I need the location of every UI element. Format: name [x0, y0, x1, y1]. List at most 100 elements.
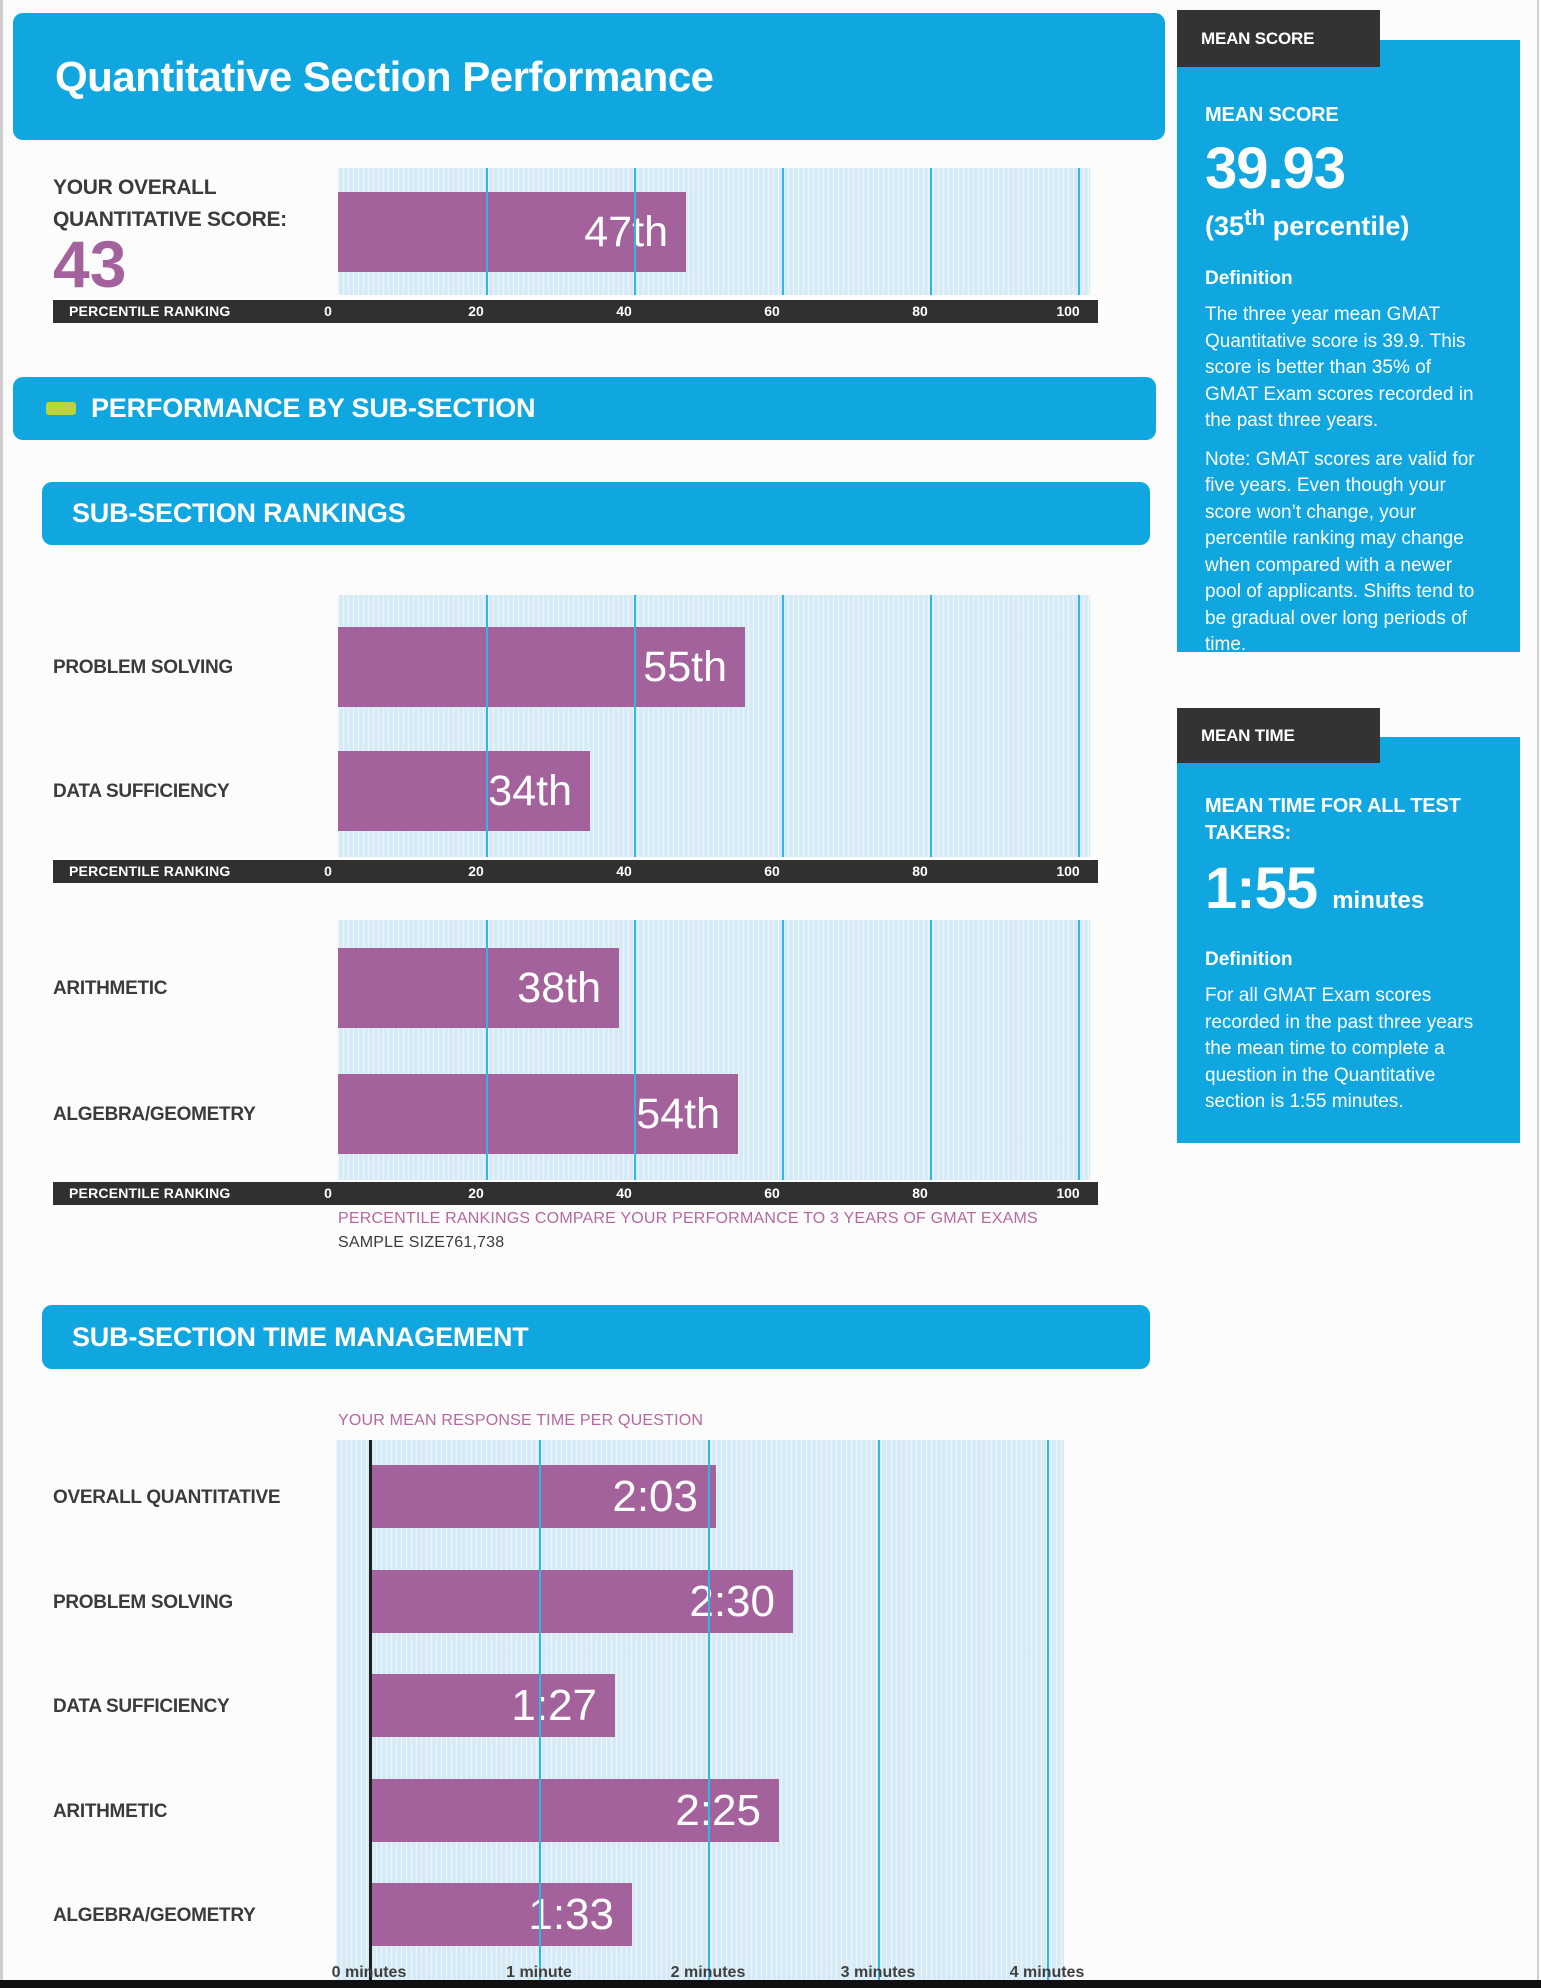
mean-score-tab[interactable]: MEAN SCORE [1177, 10, 1380, 67]
mean-time-heading: MEAN TIME FOR ALL TEST TAKERS: [1205, 795, 1461, 844]
gridline [539, 1440, 541, 1981]
row-label-arithmetic-time: ARITHMETIC [53, 1801, 168, 1822]
section-title-rankings: SUB-SECTION RANKINGS [72, 498, 406, 528]
mean-score-tab-label: MEAN SCORE [1201, 28, 1315, 48]
data-sufficiency-time-bar: 1:27 [369, 1674, 615, 1737]
bar-value-label: 38th [517, 964, 601, 1012]
percentile-axis-ribbon-1: PERCENTILE RANKING 0 20 40 60 80 100 [53, 300, 1098, 323]
row-label-data-sufficiency-time: DATA SUFFICIENCY [53, 1696, 230, 1717]
bar-value-label: 47th [584, 208, 668, 256]
gridline [634, 595, 636, 857]
axis-tick: 20 [468, 303, 484, 319]
row-label-overall-quantitative: OVERALL QUANTITATIVE [53, 1487, 281, 1508]
page-border-left [0, 0, 3, 1981]
bar-value-label: 34th [488, 767, 572, 815]
axis-tick: 0 [324, 863, 332, 879]
axis-tick: 0 [324, 1185, 332, 1201]
bar-value-label: 2:30 [689, 1577, 775, 1626]
axis-tick: 100 [1056, 863, 1080, 879]
overall-percentile-bar: 47th [338, 192, 686, 272]
axis-tick: 40 [616, 863, 632, 879]
collapse-dash-icon[interactable] [46, 402, 76, 415]
mean-score-heading: MEAN SCORE [1205, 104, 1339, 126]
bar-value-label: 55th [643, 643, 727, 691]
axis-tick: 100 [1056, 303, 1080, 319]
axis-tick: 60 [764, 303, 780, 319]
axis-tick: 20 [468, 1185, 484, 1201]
bar-value-label: 1:27 [511, 1681, 597, 1730]
mean-score-value: 39.93 [1205, 136, 1346, 201]
axis-tick: 80 [912, 303, 928, 319]
gridline [634, 168, 636, 295]
arithmetic-time-bar: 2:25 [369, 1779, 779, 1842]
mean-score-percentile: (35th percentile) [1205, 205, 1410, 241]
percentile-axis-ribbon-2: PERCENTILE RANKING 0 20 40 60 80 100 [53, 860, 1098, 883]
arithmetic-bar: 38th [338, 948, 619, 1028]
gridline [1047, 1440, 1049, 1981]
gridline [486, 920, 488, 1180]
gridline [930, 168, 932, 295]
time-axis-tick: 2 minutes [670, 1964, 746, 1981]
gridline [1078, 595, 1080, 857]
rankings-section-banner: SUB-SECTION RANKINGS [42, 482, 1150, 545]
mean-time-tab-label: MEAN TIME [1201, 725, 1295, 745]
axis-tick: 0 [324, 303, 332, 319]
mean-time-tab[interactable]: MEAN TIME [1177, 708, 1380, 763]
sample-size-note: SAMPLE SIZE761,738 [338, 1234, 505, 1251]
bar-value-label: 1:33 [528, 1890, 614, 1939]
row-label-arithmetic: ARITHMETIC [53, 978, 168, 999]
mean-score-definition-2: Note: GMAT scores are valid for five yea… [1205, 448, 1475, 656]
gridline [486, 595, 488, 857]
section-title-time: SUB-SECTION TIME MANAGEMENT [72, 1321, 529, 1352]
gridline [1078, 920, 1080, 1180]
definition-label: Definition [1205, 949, 1293, 970]
zero-axis-line [369, 1440, 372, 1981]
page-border-bottom [0, 1980, 1541, 1988]
performance-section-banner[interactable]: PERFORMANCE BY SUB-SECTION [13, 377, 1156, 440]
gridline [782, 168, 784, 295]
gridline [930, 920, 932, 1180]
mean-time-definition: For all GMAT Exam scores recorded in the… [1205, 985, 1474, 1112]
row-label-problem-solving: PROBLEM SOLVING [53, 657, 233, 678]
algebra-geometry-bar: 54th [338, 1074, 738, 1154]
mean-time-value: 1:55 minutes [1205, 856, 1425, 921]
gridline [782, 595, 784, 857]
gridline [782, 920, 784, 1180]
gridline [930, 595, 932, 857]
gridline [634, 920, 636, 1180]
axis-tick: 80 [912, 1185, 928, 1201]
axis-tick: 20 [468, 863, 484, 879]
row-label-algebra-geometry: ALGEBRA/GEOMETRY [53, 1104, 256, 1125]
overall-score-label: YOUR OVERALL QUANTITATIVE SCORE: [53, 176, 287, 231]
axis-title: PERCENTILE RANKING [69, 863, 231, 879]
time-axis-tick: 0 minutes [331, 1964, 407, 1981]
rankings-chart-2: 38th 54th [338, 920, 1090, 1180]
problem-solving-time-bar: 2:30 [369, 1570, 793, 1633]
mean-score-definition-1: The three year mean GMAT Quantitative sc… [1205, 304, 1474, 431]
axis-title: PERCENTILE RANKING [69, 1185, 231, 1201]
header-banner: Quantitative Section Performance [13, 13, 1165, 140]
time-axis-tick: 4 minutes [1009, 1964, 1085, 1981]
problem-solving-bar: 55th [338, 627, 745, 707]
bar-value-label: 2:25 [675, 1786, 761, 1835]
page-title: Quantitative Section Performance [55, 52, 714, 100]
page-border-right [1537, 0, 1539, 1981]
row-label-algebra-geometry-time: ALGEBRA/GEOMETRY [53, 1905, 256, 1926]
axis-tick: 80 [912, 863, 928, 879]
gridline [708, 1440, 710, 1981]
percentile-axis-ribbon-3: PERCENTILE RANKING 0 20 40 60 80 100 [53, 1182, 1098, 1205]
axis-tick: 40 [616, 1185, 632, 1201]
gridline [1078, 168, 1080, 295]
axis-tick: 60 [764, 1185, 780, 1201]
rankings-chart-1: 55th 34th [338, 595, 1090, 857]
axis-tick: 100 [1056, 1185, 1080, 1201]
bar-value-label: 54th [636, 1090, 720, 1138]
time-section-banner: SUB-SECTION TIME MANAGEMENT [42, 1305, 1150, 1369]
mean-score-panel: MEAN SCORE 39.93 (35th percentile) Defin… [1177, 40, 1520, 655]
time-chart-title: YOUR MEAN RESPONSE TIME PER QUESTION [338, 1412, 704, 1429]
data-sufficiency-bar: 34th [338, 751, 590, 831]
time-axis-tick: 1 minute [506, 1964, 572, 1981]
row-label-data-sufficiency: DATA SUFFICIENCY [53, 781, 230, 802]
definition-label: Definition [1205, 268, 1293, 289]
